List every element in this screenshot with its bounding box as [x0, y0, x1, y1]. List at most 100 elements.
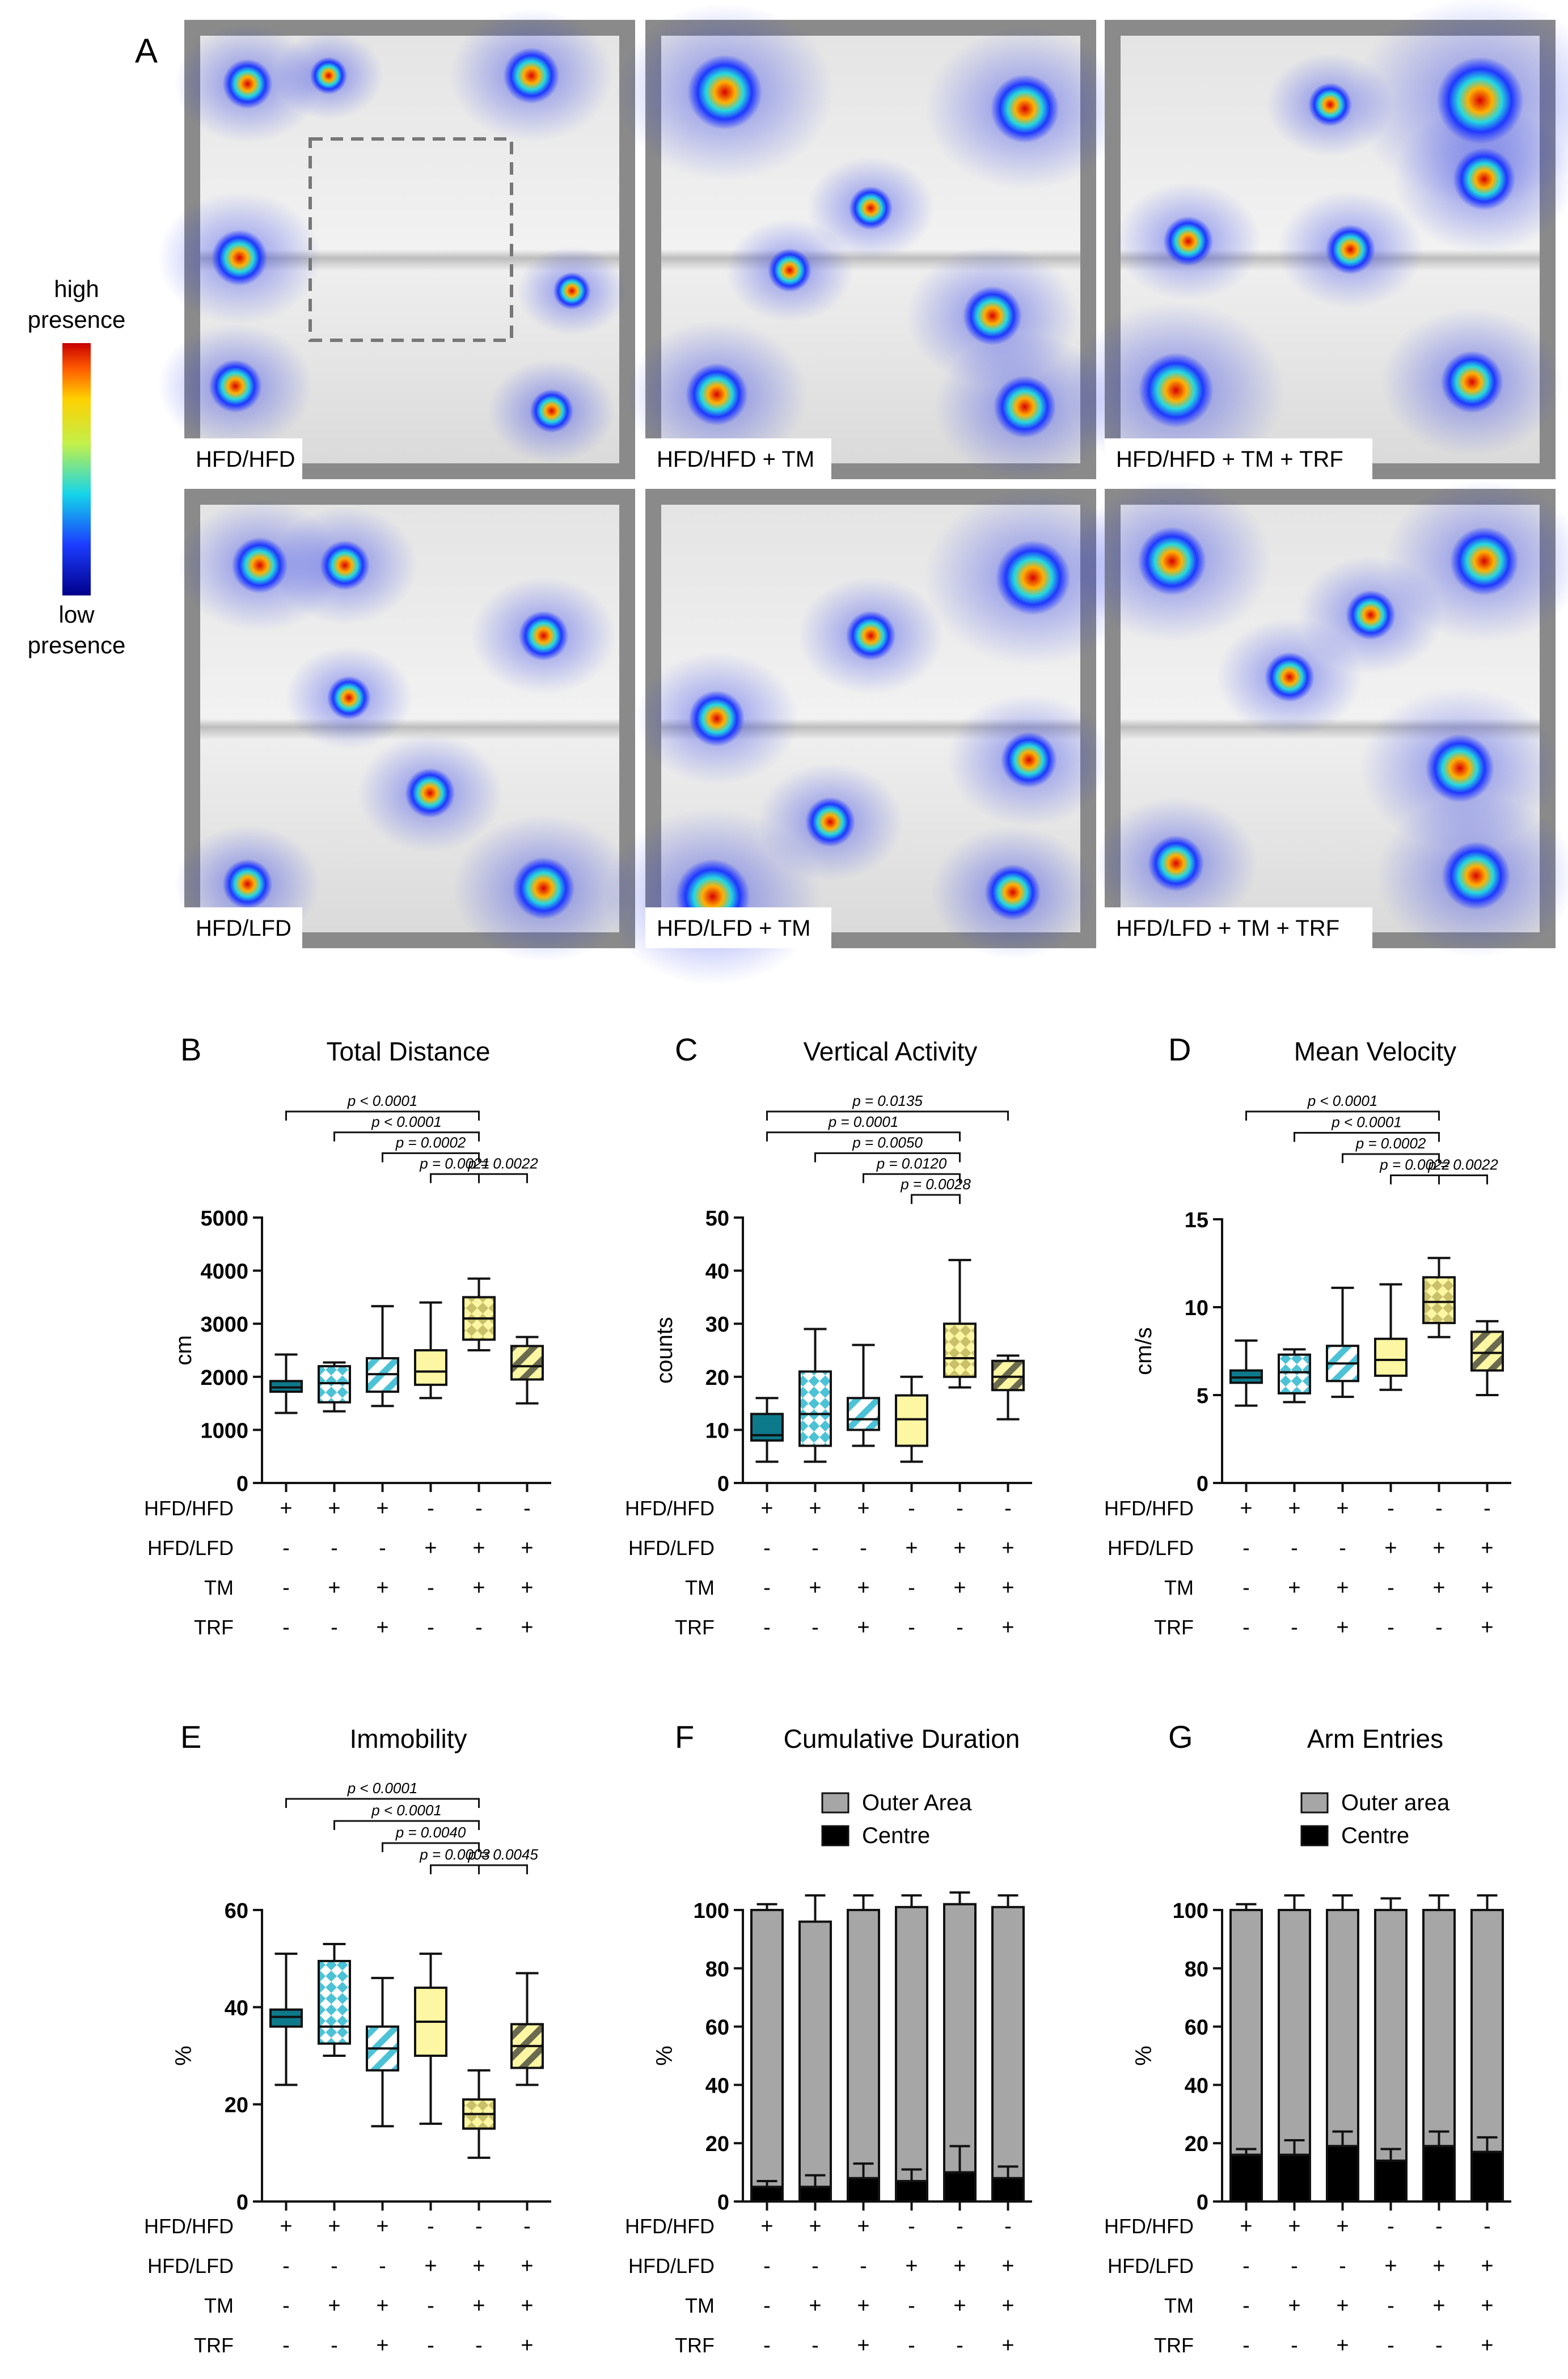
design-mark: +	[809, 2294, 821, 2318]
bar-centre	[1470, 2150, 1504, 2203]
design-table: HFD/HFD + + + - - - HFD/LFD - - - + + + TM - + + - + + TRF - - +…	[1104, 1497, 1494, 1639]
y-tick-label: 0	[1197, 2191, 1208, 2215]
design-mark: -	[1387, 1576, 1394, 1600]
significance-bracket: p = 0.0028	[900, 1176, 971, 1204]
bracket-line	[285, 1110, 480, 1121]
heatmap-hotspot	[530, 389, 574, 433]
design-mark: -	[1242, 2254, 1250, 2278]
significance-bracket: p = 0.0045	[467, 1846, 538, 1874]
p-value-label: p = 0.0021	[419, 1155, 490, 1172]
box-2	[318, 1942, 351, 2057]
heatmap-label: HFD/LFD + TM	[657, 916, 811, 941]
box-iqr	[991, 1359, 1025, 1392]
design-mark: +	[1384, 1536, 1397, 1560]
design-mark: -	[908, 2294, 915, 2318]
significance-bracket: p = 0.0022	[467, 1155, 538, 1184]
design-mark: +	[1432, 2254, 1445, 2278]
y-tick-label: 30	[705, 1313, 729, 1337]
design-mark: +	[472, 1536, 485, 1560]
design-mark: -	[1242, 2334, 1250, 2357]
p-value-label: p < 0.0001	[1307, 1092, 1378, 1109]
design-mark: -	[1242, 1616, 1250, 1639]
heatmap-hotspot	[1440, 350, 1503, 413]
bracket-line	[382, 1842, 480, 1852]
box-iqr	[1470, 1330, 1504, 1372]
y-axis-label: %	[1131, 2046, 1156, 2066]
panel-letter: G	[1168, 1719, 1193, 1755]
box-iqr	[318, 1959, 351, 2045]
design-row-label: TM	[204, 1576, 234, 1599]
design-table: HFD/HFD + + + - - - HFD/LFD - - - + + + TM - + + - + + TRF - - +…	[625, 1497, 1015, 1639]
significance-bracket: p = 0.0003	[419, 1846, 490, 1874]
design-mark: -	[763, 1616, 771, 1639]
bar-outer	[1422, 1909, 1456, 2148]
panel-letter: F	[675, 1719, 694, 1755]
chart-legend: Outer area Centre	[1300, 1790, 1450, 1848]
design-mark: -	[1387, 2294, 1394, 2318]
y-tick-label: 4000	[200, 1260, 248, 1284]
design-mark: -	[1291, 1616, 1298, 1639]
design-mark: -	[1339, 1536, 1346, 1560]
bar-outer	[1278, 1909, 1311, 2156]
design-mark: -	[331, 2254, 338, 2278]
bar-centre	[750, 2186, 784, 2203]
significance-bracket: p = 0.0050	[814, 1134, 961, 1163]
design-mark: +	[376, 1616, 388, 1639]
design-mark: -	[1435, 2215, 1443, 2238]
design-mark: +	[905, 2254, 918, 2278]
p-value-label: p = 0.0001	[828, 1113, 899, 1130]
design-mark: +	[280, 1497, 292, 1520]
design-mark: -	[812, 1536, 819, 1560]
design-mark: +	[1481, 1576, 1493, 1600]
bracket-line	[430, 1173, 480, 1184]
design-mark: -	[860, 2254, 867, 2278]
p-value-label: p < 0.0001	[347, 1092, 418, 1109]
design-mark: +	[521, 1616, 533, 1639]
design-mark: +	[857, 1497, 869, 1520]
design-mark: +	[1336, 2215, 1349, 2238]
design-mark: -	[763, 1576, 771, 1600]
bracket-line	[766, 1131, 961, 1142]
chart-f: F Cumulative Duration 0 20 40 60 80 100% Outer A…	[625, 1719, 1032, 2357]
design-mark: -	[1004, 1497, 1012, 1520]
significance-bracket: p < 0.0001	[1245, 1092, 1440, 1121]
design-row-label: TM	[204, 2294, 234, 2317]
bracket-line	[430, 1864, 480, 1874]
bar-outer	[943, 1903, 977, 2174]
design-mark: +	[472, 2294, 485, 2318]
p-value-label: p = 0.0002	[1355, 1135, 1426, 1152]
y-tick-label: 3000	[200, 1313, 248, 1337]
design-mark: +	[953, 1576, 966, 1600]
heatmap-label-bg	[645, 438, 831, 479]
design-mark: -	[908, 2215, 915, 2238]
design-mark: -	[812, 1616, 819, 1639]
design-mark: +	[328, 2215, 340, 2238]
y-tick-label: 0	[236, 2191, 248, 2215]
box-iqr	[414, 1349, 447, 1386]
legend-label-outer: Outer Area	[862, 1790, 972, 1815]
design-mark: +	[328, 2294, 340, 2318]
design-mark: -	[763, 2334, 771, 2357]
design-mark: -	[427, 1497, 434, 1520]
y-tick-label: 0	[717, 2191, 729, 2215]
design-mark: -	[956, 1616, 963, 1639]
legend-swatch-outer	[821, 1792, 849, 1814]
design-row-label: TM	[1164, 1576, 1194, 1599]
design-mark: -	[1291, 2254, 1298, 2278]
bar-outer	[847, 1909, 880, 2179]
design-mark: -	[427, 1616, 434, 1639]
p-value-label: p < 0.0001	[371, 1802, 442, 1819]
design-mark: +	[1240, 2215, 1252, 2238]
heatmap-hotspot	[222, 859, 273, 909]
design-mark: +	[857, 1616, 869, 1639]
heatmap-hotspot	[685, 363, 748, 426]
design-row-label: TM	[685, 1576, 715, 1599]
box-iqr	[798, 1370, 832, 1447]
design-mark: +	[521, 2294, 533, 2318]
bar-centre	[1374, 2160, 1408, 2203]
chart-b: B Total Distance 0 1000 2000 3000 4000 5000 cm p …	[144, 1032, 551, 1639]
heatmap-panel: HFD/HFD + TM + TRF	[1067, 0, 1568, 479]
design-mark: +	[376, 1576, 388, 1600]
y-tick-label: 0	[236, 1472, 248, 1496]
design-row-label: HFD/LFD	[1108, 1536, 1194, 1560]
